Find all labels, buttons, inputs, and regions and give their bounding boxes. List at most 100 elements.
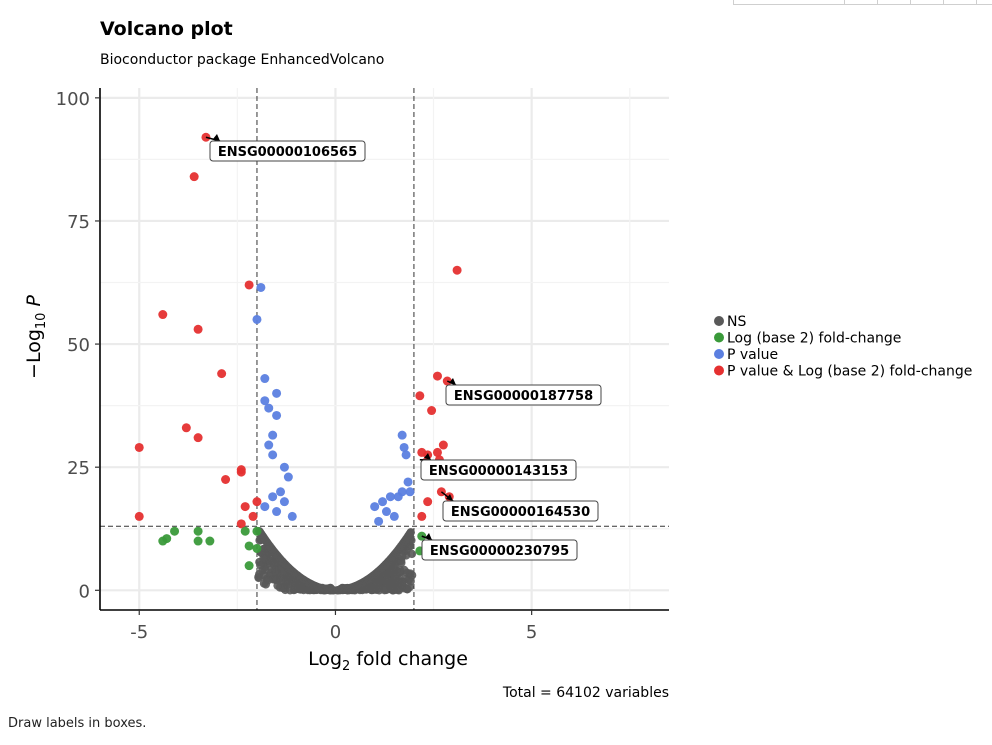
pvalue-point [378,497,388,507]
page-caption: Draw labels in boxes. [8,716,147,731]
label-arrowhead [425,533,432,540]
axes [99,88,669,611]
sig-point [193,433,203,443]
ns-point [263,575,273,585]
ns-point [290,581,300,591]
label-box [421,539,578,561]
sig-point [181,423,191,433]
pvalue-point [272,388,282,398]
legend-label: NS [727,314,746,330]
pvalue-point [393,492,403,502]
sig-point [423,497,433,507]
ns-point [390,581,399,590]
legend-swatch [714,365,724,376]
sig-point [236,467,246,477]
pvalue-point [256,282,266,292]
y-tick-label: 75 [67,212,90,233]
grid-lines [100,88,669,610]
fc-point [193,536,203,546]
sig-point [248,511,258,521]
gene-label: ENSG00000143153 [429,464,568,479]
chart-caption: Total = 64102 variables [502,685,669,701]
legend-label: P value [727,347,778,363]
pvalue-point [279,497,289,507]
gene-label: ENSG00000187758 [454,389,593,404]
label-arrowhead [424,453,431,460]
gene-label: ENSG00000106565 [218,145,357,160]
fc-point [205,536,215,546]
label-arrowhead [449,378,456,385]
gene-label: ENSG00000164530 [451,505,590,520]
label-box [445,384,602,406]
pvalue-point [279,462,289,472]
ns-point [397,578,406,587]
pvalue-point [264,403,274,413]
label-arrowhead [446,494,453,501]
fc-point [170,526,180,536]
pvalue-point [385,492,395,502]
pvalue-point [252,314,262,324]
label-arrowhead [213,134,220,141]
pvalue-point [403,477,413,487]
fc-point [252,543,262,553]
cutoff-lines [100,88,669,610]
sig-point [134,511,144,521]
ns-point [259,554,268,564]
ns-point [403,568,412,577]
x-tick-label: 5 [526,622,537,643]
sig-point [193,324,203,334]
sig-point [240,502,250,512]
pvalue-point [268,492,278,502]
sig-point [189,172,199,182]
sig-point [252,497,262,507]
pvalue-point [260,396,270,406]
chart-title: Volcano plot [100,18,233,40]
sig-point [415,391,425,401]
data-points [134,132,472,595]
x-tick-label: 0 [330,622,341,643]
label-connector [205,136,221,142]
sig-point [432,447,442,457]
sig-point [432,371,442,381]
sig-point [217,369,227,379]
sig-point [452,265,462,275]
ns-point [273,581,282,590]
pvalue-point [374,516,384,526]
sig-point [417,511,427,521]
legend-label: P value & Log (base 2) fold-change [727,364,972,380]
y-axis-title: −Log10 P [23,295,49,379]
top-table-edge [733,0,992,5]
fc-point [158,536,168,546]
pvalue-point [283,472,293,482]
ns-point [396,556,406,565]
pvalue-point [268,450,278,460]
fc-point [244,541,254,551]
y-tick-label: 25 [67,458,90,479]
ns-point [395,565,405,575]
pvalue-point [381,507,391,517]
pvalue-point [405,487,415,497]
sig-point [244,280,254,290]
x-axis-title: Log2 fold change [308,648,468,674]
fc-point [240,526,250,536]
label-box [442,500,599,522]
pvalue-point [264,440,274,450]
ns-point [258,566,267,575]
sig-point [158,310,168,320]
pvalue-point [276,487,286,497]
y-tick-label: 0 [79,581,90,602]
legend-label: Log (base 2) fold-change [727,331,901,347]
pvalue-point [260,502,270,512]
sig-point [236,519,246,529]
legend-swatch [714,332,724,343]
ns-point [271,566,280,575]
fc-point [193,526,203,536]
pvalue-point [370,502,380,512]
ns-point [406,528,415,537]
gene-labels: ENSG00000106565 ENSG00000187758 ENSG000001… [205,134,602,561]
ns-point [403,584,412,594]
sig-point [438,440,448,450]
ns-point [381,583,390,593]
legend-swatch [714,349,724,359]
